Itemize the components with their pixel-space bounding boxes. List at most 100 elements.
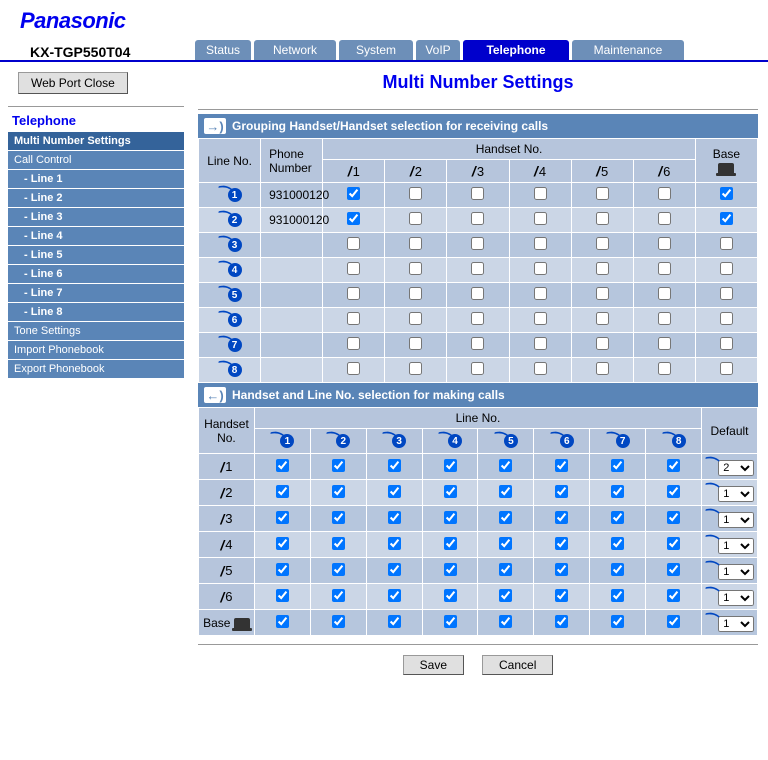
- t1-r5-hs2-checkbox[interactable]: [409, 287, 422, 300]
- t1-r2-hs6-checkbox[interactable]: [658, 212, 671, 225]
- t1-r8-hs5-checkbox[interactable]: [596, 362, 609, 375]
- sidebar-item-10[interactable]: Tone Settings: [8, 322, 184, 341]
- t2-r3-ln5-checkbox[interactable]: [499, 537, 512, 550]
- t2-r2-ln5-checkbox[interactable]: [499, 511, 512, 524]
- sidebar-item-4[interactable]: - Line 3: [8, 208, 184, 227]
- t1-r3-hs5-checkbox[interactable]: [596, 237, 609, 250]
- sidebar-item-6[interactable]: - Line 5: [8, 246, 184, 265]
- t2-r3-ln1-checkbox[interactable]: [276, 537, 289, 550]
- t1-r6-hs6-checkbox[interactable]: [658, 312, 671, 325]
- t2-r4-default-select[interactable]: 12345678: [718, 564, 754, 580]
- sidebar-item-3[interactable]: - Line 2: [8, 189, 184, 208]
- t2-r4-ln8-checkbox[interactable]: [667, 563, 680, 576]
- t1-r2-hs4-checkbox[interactable]: [534, 212, 547, 225]
- t2-r0-ln7-checkbox[interactable]: [611, 459, 624, 472]
- t1-r6-hs5-checkbox[interactable]: [596, 312, 609, 325]
- t2-r1-ln7-checkbox[interactable]: [611, 485, 624, 498]
- t2-r2-ln7-checkbox[interactable]: [611, 511, 624, 524]
- t1-r3-hs4-checkbox[interactable]: [534, 237, 547, 250]
- t2-r3-ln3-checkbox[interactable]: [388, 537, 401, 550]
- t1-r8-base-checkbox[interactable]: [720, 362, 733, 375]
- t1-r5-hs3-checkbox[interactable]: [471, 287, 484, 300]
- t1-r3-hs1-checkbox[interactable]: [347, 237, 360, 250]
- t2-r2-ln6-checkbox[interactable]: [555, 511, 568, 524]
- t1-r1-base-checkbox[interactable]: [720, 187, 733, 200]
- t2-r2-ln1-checkbox[interactable]: [276, 511, 289, 524]
- t2-r5-ln1-checkbox[interactable]: [276, 589, 289, 602]
- t2-r3-ln2-checkbox[interactable]: [332, 537, 345, 550]
- sidebar-item-1[interactable]: Call Control: [8, 151, 184, 170]
- t2-r5-ln3-checkbox[interactable]: [388, 589, 401, 602]
- t1-r1-hs5-checkbox[interactable]: [596, 187, 609, 200]
- t2-r0-ln5-checkbox[interactable]: [499, 459, 512, 472]
- t2-r4-ln6-checkbox[interactable]: [555, 563, 568, 576]
- t2-r2-ln8-checkbox[interactable]: [667, 511, 680, 524]
- t1-r3-hs3-checkbox[interactable]: [471, 237, 484, 250]
- tab-network[interactable]: Network: [254, 40, 336, 60]
- t1-r7-base-checkbox[interactable]: [720, 337, 733, 350]
- t1-r2-hs5-checkbox[interactable]: [596, 212, 609, 225]
- t2-r5-default-select[interactable]: 12345678: [718, 590, 754, 606]
- sidebar-item-11[interactable]: Import Phonebook: [8, 341, 184, 360]
- t2-r4-ln1-checkbox[interactable]: [276, 563, 289, 576]
- t1-r7-hs5-checkbox[interactable]: [596, 337, 609, 350]
- tab-status[interactable]: Status: [195, 40, 251, 60]
- t1-r1-hs6-checkbox[interactable]: [658, 187, 671, 200]
- t1-r4-hs6-checkbox[interactable]: [658, 262, 671, 275]
- t1-r7-hs6-checkbox[interactable]: [658, 337, 671, 350]
- t1-r8-hs6-checkbox[interactable]: [658, 362, 671, 375]
- t2-r6-ln1-checkbox[interactable]: [276, 615, 289, 628]
- t2-r3-ln8-checkbox[interactable]: [667, 537, 680, 550]
- t1-r8-hs2-checkbox[interactable]: [409, 362, 422, 375]
- tab-voip[interactable]: VoIP: [416, 40, 460, 60]
- t2-r3-ln6-checkbox[interactable]: [555, 537, 568, 550]
- t2-r6-ln6-checkbox[interactable]: [555, 615, 568, 628]
- t1-r1-hs1-checkbox[interactable]: [347, 187, 360, 200]
- t1-r6-hs3-checkbox[interactable]: [471, 312, 484, 325]
- t1-r5-hs4-checkbox[interactable]: [534, 287, 547, 300]
- t1-r8-hs1-checkbox[interactable]: [347, 362, 360, 375]
- t2-r4-ln4-checkbox[interactable]: [444, 563, 457, 576]
- sidebar-item-7[interactable]: - Line 6: [8, 265, 184, 284]
- t2-r5-ln2-checkbox[interactable]: [332, 589, 345, 602]
- t1-r2-hs3-checkbox[interactable]: [471, 212, 484, 225]
- t2-r5-ln7-checkbox[interactable]: [611, 589, 624, 602]
- t1-r7-hs1-checkbox[interactable]: [347, 337, 360, 350]
- t2-r2-ln3-checkbox[interactable]: [388, 511, 401, 524]
- sidebar-item-5[interactable]: - Line 4: [8, 227, 184, 246]
- t2-r6-ln7-checkbox[interactable]: [611, 615, 624, 628]
- t1-r6-hs4-checkbox[interactable]: [534, 312, 547, 325]
- t2-r0-ln8-checkbox[interactable]: [667, 459, 680, 472]
- t2-r6-ln3-checkbox[interactable]: [388, 615, 401, 628]
- sidebar-item-8[interactable]: - Line 7: [8, 284, 184, 303]
- t1-r4-base-checkbox[interactable]: [720, 262, 733, 275]
- t1-r4-hs2-checkbox[interactable]: [409, 262, 422, 275]
- t2-r2-ln4-checkbox[interactable]: [444, 511, 457, 524]
- t2-r1-ln8-checkbox[interactable]: [667, 485, 680, 498]
- t2-r0-ln4-checkbox[interactable]: [444, 459, 457, 472]
- t2-r4-ln3-checkbox[interactable]: [388, 563, 401, 576]
- t2-r6-ln8-checkbox[interactable]: [667, 615, 680, 628]
- t2-r1-default-select[interactable]: 12345678: [718, 486, 754, 502]
- t2-r5-ln8-checkbox[interactable]: [667, 589, 680, 602]
- sidebar-item-9[interactable]: - Line 8: [8, 303, 184, 322]
- t2-r4-ln7-checkbox[interactable]: [611, 563, 624, 576]
- t2-r6-default-select[interactable]: 12345678: [718, 616, 754, 632]
- t2-r1-ln2-checkbox[interactable]: [332, 485, 345, 498]
- tab-telephone[interactable]: Telephone: [463, 40, 569, 60]
- t1-r6-hs2-checkbox[interactable]: [409, 312, 422, 325]
- t2-r4-ln2-checkbox[interactable]: [332, 563, 345, 576]
- t2-r5-ln6-checkbox[interactable]: [555, 589, 568, 602]
- t1-r1-hs4-checkbox[interactable]: [534, 187, 547, 200]
- t1-r4-hs5-checkbox[interactable]: [596, 262, 609, 275]
- t2-r6-ln5-checkbox[interactable]: [499, 615, 512, 628]
- t2-r0-ln3-checkbox[interactable]: [388, 459, 401, 472]
- t1-r6-base-checkbox[interactable]: [720, 312, 733, 325]
- t2-r6-ln4-checkbox[interactable]: [444, 615, 457, 628]
- t2-r0-ln1-checkbox[interactable]: [276, 459, 289, 472]
- t2-r1-ln4-checkbox[interactable]: [444, 485, 457, 498]
- t1-r6-hs1-checkbox[interactable]: [347, 312, 360, 325]
- t1-r3-hs6-checkbox[interactable]: [658, 237, 671, 250]
- tab-maintenance[interactable]: Maintenance: [572, 40, 684, 60]
- tab-system[interactable]: System: [339, 40, 413, 60]
